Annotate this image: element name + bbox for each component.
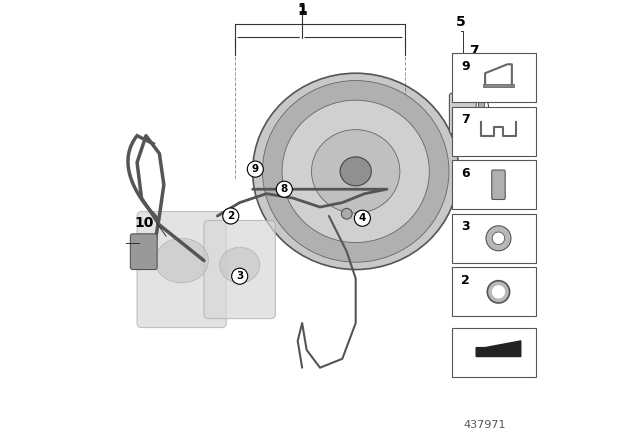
Text: 9: 9 — [461, 60, 470, 73]
Text: 6: 6 — [483, 71, 492, 85]
Text: 9: 9 — [252, 164, 259, 174]
Text: 7: 7 — [469, 44, 479, 58]
Ellipse shape — [220, 247, 260, 283]
FancyBboxPatch shape — [452, 160, 536, 209]
Circle shape — [492, 232, 505, 245]
Circle shape — [276, 181, 292, 197]
FancyBboxPatch shape — [452, 214, 536, 263]
Text: 2: 2 — [461, 274, 470, 287]
Text: 4: 4 — [358, 213, 366, 223]
FancyBboxPatch shape — [452, 107, 536, 156]
Text: 10: 10 — [134, 215, 154, 230]
FancyBboxPatch shape — [452, 327, 536, 377]
Bar — [478, 102, 484, 122]
Circle shape — [355, 210, 371, 226]
Circle shape — [492, 285, 505, 298]
Text: 7: 7 — [461, 113, 470, 126]
Ellipse shape — [155, 238, 209, 283]
FancyBboxPatch shape — [204, 220, 275, 319]
Text: 8: 8 — [281, 184, 288, 194]
Ellipse shape — [253, 73, 459, 270]
Ellipse shape — [312, 129, 400, 213]
FancyBboxPatch shape — [483, 84, 514, 86]
FancyBboxPatch shape — [452, 53, 536, 102]
Circle shape — [247, 161, 263, 177]
FancyBboxPatch shape — [452, 267, 536, 316]
FancyBboxPatch shape — [492, 170, 505, 199]
Text: 3: 3 — [461, 220, 470, 233]
Circle shape — [232, 268, 248, 284]
Ellipse shape — [282, 100, 429, 242]
Circle shape — [223, 208, 239, 224]
Text: 6: 6 — [461, 167, 470, 180]
Ellipse shape — [340, 157, 371, 186]
Text: 2: 2 — [227, 211, 234, 221]
Text: 1: 1 — [297, 4, 307, 18]
Text: 3: 3 — [236, 271, 243, 281]
Text: 437971: 437971 — [464, 420, 506, 430]
FancyBboxPatch shape — [137, 211, 227, 327]
Circle shape — [487, 281, 509, 303]
Text: 1: 1 — [297, 1, 307, 16]
FancyBboxPatch shape — [449, 93, 476, 134]
Text: 5: 5 — [456, 15, 465, 29]
Circle shape — [486, 226, 511, 251]
Polygon shape — [476, 341, 521, 357]
FancyBboxPatch shape — [131, 234, 157, 270]
Circle shape — [341, 208, 352, 219]
Ellipse shape — [262, 81, 449, 262]
